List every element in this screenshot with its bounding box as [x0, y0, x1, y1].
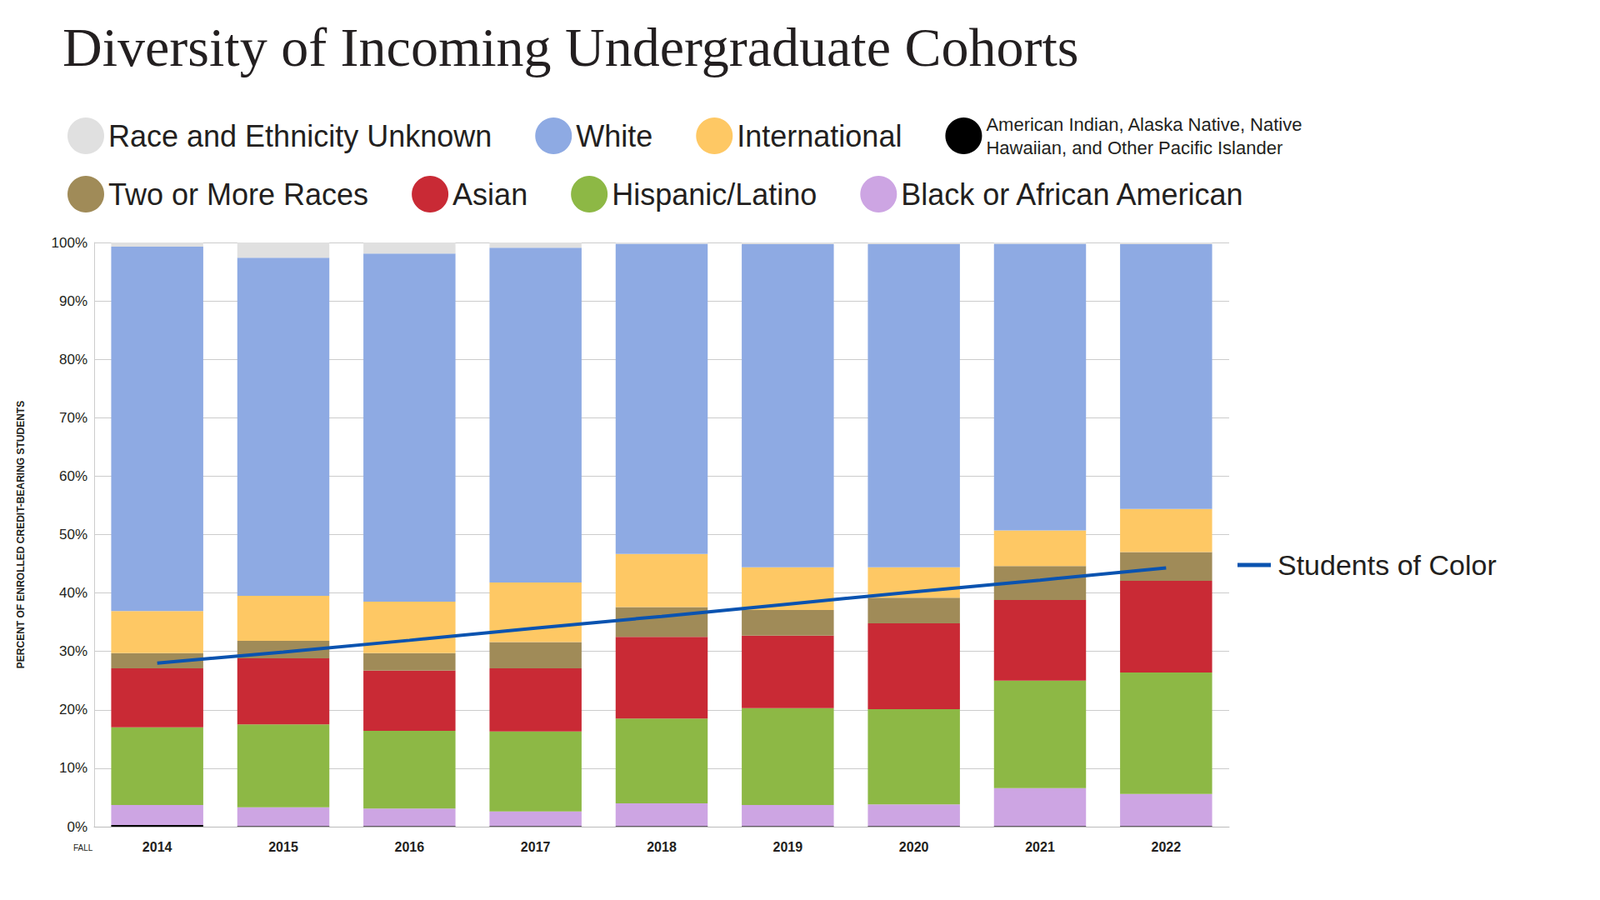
svg-text:Students of Color: Students of Color [1277, 549, 1497, 581]
svg-text:2016: 2016 [395, 840, 425, 855]
svg-text:Hispanic/Latino: Hispanic/Latino [611, 177, 817, 212]
svg-text:40%: 40% [59, 585, 88, 601]
svg-text:50%: 50% [59, 526, 88, 543]
svg-text:100%: 100% [51, 235, 88, 251]
svg-text:60%: 60% [59, 468, 88, 485]
svg-text:Black or African American: Black or African American [900, 177, 1243, 212]
svg-text:80%: 80% [59, 351, 88, 368]
svg-text:2020: 2020 [899, 840, 930, 855]
svg-text:2022: 2022 [1151, 840, 1182, 855]
svg-text:0%: 0% [66, 819, 88, 835]
svg-text:International: International [736, 119, 902, 154]
svg-text:Diversity of Incoming Undergra: Diversity of Incoming Undergraduate Coho… [62, 16, 1080, 78]
svg-text:70%: 70% [59, 410, 88, 426]
svg-text:Race and Ethnicity Unknown: Race and Ethnicity Unknown [108, 119, 492, 154]
svg-text:Hawaiian, and Other Pacific Is: Hawaiian, and Other Pacific Islander [985, 137, 1283, 159]
svg-text:10%: 10% [59, 760, 88, 776]
svg-text:FALL: FALL [73, 843, 94, 853]
svg-text:2015: 2015 [268, 840, 299, 855]
svg-text:PERCENT OF ENROLLED CREDIT-BEA: PERCENT OF ENROLLED CREDIT-BEARING STUDE… [15, 400, 27, 669]
svg-text:2021: 2021 [1025, 840, 1055, 855]
svg-text:2019: 2019 [773, 840, 804, 855]
svg-text:2014: 2014 [142, 840, 173, 855]
svg-text:30%: 30% [59, 643, 88, 660]
svg-text:2017: 2017 [520, 840, 551, 855]
svg-text:Two or More Races: Two or More Races [108, 177, 369, 212]
svg-text:White: White [575, 119, 653, 154]
svg-text:American Indian, Alaska Native: American Indian, Alaska Native, Native [985, 114, 1307, 135]
svg-text:20%: 20% [59, 701, 88, 718]
svg-text:2018: 2018 [646, 840, 677, 855]
svg-text:Asian: Asian [452, 177, 528, 212]
svg-text:90%: 90% [59, 293, 88, 310]
